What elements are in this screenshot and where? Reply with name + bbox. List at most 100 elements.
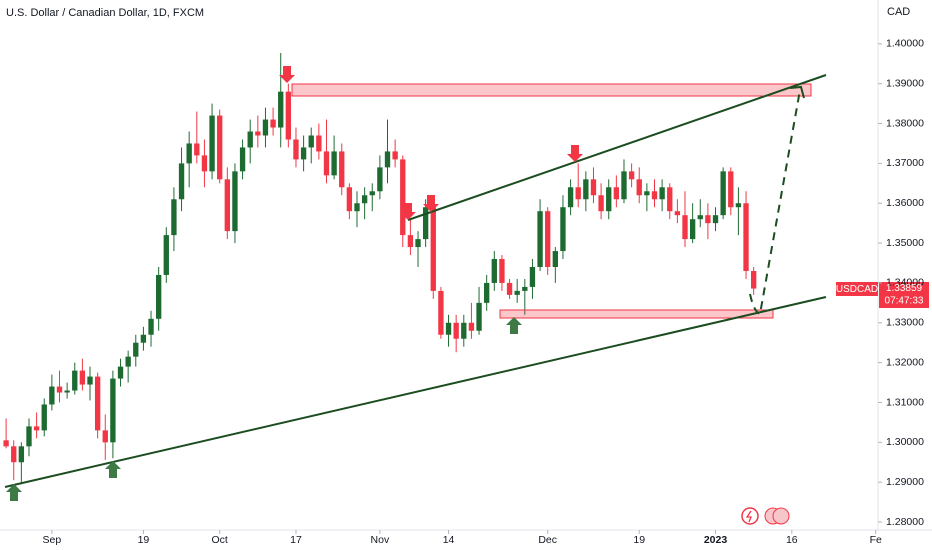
y-tick-label: 1.38000	[886, 117, 924, 129]
candle-body	[354, 203, 360, 212]
candle-body	[133, 342, 139, 357]
candle-body	[522, 286, 528, 291]
candle-body	[110, 378, 116, 443]
event-icon[interactable]	[772, 507, 790, 525]
candle-body	[262, 119, 269, 136]
up-arrow	[105, 461, 121, 478]
candle-body	[674, 211, 681, 216]
event-icon[interactable]	[741, 507, 759, 525]
y-tick-label: 1.30000	[886, 436, 924, 448]
candle-body	[361, 195, 368, 204]
candle-body	[247, 131, 253, 148]
candle-body	[621, 171, 627, 200]
projection-path	[749, 89, 801, 316]
candle-body	[369, 191, 375, 196]
candle-body	[64, 390, 70, 393]
symbol-badge	[836, 282, 878, 296]
candle-body	[232, 171, 238, 232]
down-arrow	[423, 195, 439, 212]
candle-body	[323, 151, 330, 176]
candle-body	[712, 215, 719, 224]
candle-body	[667, 187, 673, 212]
x-tick-label: Oct	[212, 534, 228, 546]
candle-body	[529, 266, 536, 287]
candle-body	[720, 171, 726, 216]
y-tick-label: 1.39000	[886, 77, 924, 89]
candle-body	[26, 426, 32, 447]
candle-body	[514, 290, 520, 295]
candle-body	[49, 386, 55, 405]
candle-body	[278, 91, 284, 128]
candle-body	[11, 446, 17, 463]
candle-body	[567, 187, 574, 208]
candle-body	[743, 203, 749, 271]
candle-body	[331, 151, 337, 176]
candle-body	[560, 207, 566, 252]
candle-body	[590, 179, 597, 196]
currency-label: CAD	[887, 6, 910, 18]
candle-body	[575, 187, 581, 200]
candle-body	[148, 318, 154, 335]
candle-body	[87, 376, 93, 385]
candle-body	[217, 115, 223, 180]
candle-body	[270, 119, 276, 128]
candle-body	[201, 155, 208, 172]
chart-title: U.S. Dollar / Canadian Dollar, 1D, FXCM	[6, 7, 204, 19]
annotations	[4, 66, 827, 525]
resistance-zone	[291, 83, 812, 97]
x-tick-label: Sep	[43, 534, 62, 546]
candle-body	[697, 215, 703, 220]
y-tick-label: 1.31000	[886, 396, 924, 408]
support-zone	[499, 309, 774, 319]
candle-body	[171, 199, 177, 236]
candle-body	[300, 147, 307, 160]
candle-body	[400, 159, 406, 236]
candle-body	[155, 274, 162, 319]
price-badge	[879, 282, 929, 308]
candle-body	[3, 440, 9, 447]
candle-body	[117, 366, 124, 379]
candle-body	[392, 151, 398, 160]
x-tick-label: 16	[786, 534, 798, 546]
candle-body	[644, 191, 650, 196]
trend-line	[4, 296, 827, 488]
candle-body	[94, 376, 101, 431]
candle-body	[606, 187, 612, 212]
candle-body	[583, 179, 589, 200]
candle-body	[239, 147, 246, 172]
y-tick-label: 1.40000	[886, 38, 924, 50]
y-tick-label: 1.29000	[886, 476, 924, 488]
x-tick-label: 14	[443, 534, 455, 546]
candle-body	[552, 251, 558, 267]
y-tick-label: 1.34000	[886, 277, 924, 289]
candle-body	[163, 235, 169, 275]
trend-line	[407, 74, 827, 221]
candle-body	[628, 171, 635, 180]
candle-body	[285, 91, 292, 140]
candle-body	[438, 290, 444, 335]
candle-body	[499, 259, 505, 283]
symbol-label: USDCAD	[836, 284, 878, 295]
event-icon-bolt	[745, 510, 752, 523]
candle-body	[506, 282, 513, 295]
candle-body	[140, 334, 147, 343]
candle-body	[613, 187, 620, 200]
candle-body	[56, 386, 63, 393]
candle-body	[407, 235, 414, 248]
candle-body	[750, 270, 757, 289]
candle-body	[293, 139, 299, 160]
candle-body	[537, 211, 543, 267]
candle-body	[430, 207, 436, 291]
down-arrow	[567, 145, 583, 162]
candle-body	[476, 302, 482, 331]
down-arrow	[279, 66, 295, 83]
candle-body	[41, 404, 47, 431]
candle-body	[72, 370, 78, 391]
candle-body	[422, 207, 429, 240]
candle-body	[255, 131, 261, 136]
y-tick-label: 1.33000	[886, 317, 924, 329]
candle-body	[18, 446, 25, 463]
candle-body	[178, 163, 185, 200]
candle-body	[33, 426, 40, 431]
candle-body	[468, 322, 475, 331]
